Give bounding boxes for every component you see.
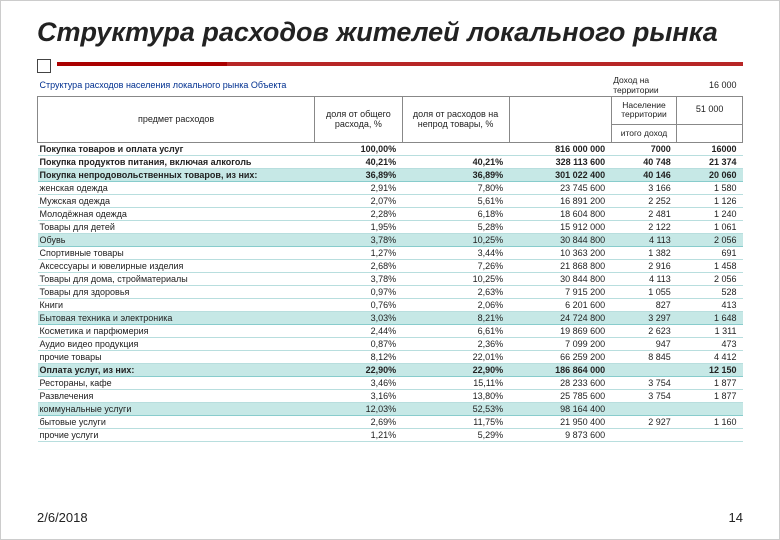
table-row: Мужская одежда2,07%5,61%16 891 2002 2521…: [38, 195, 743, 208]
income-terr-label: Доход на территории: [611, 74, 677, 97]
col-share-total: доля от общего расхода, %: [315, 97, 403, 143]
slide-footer: 2/6/2018 14: [37, 510, 743, 525]
footer-page: 14: [729, 510, 743, 525]
table-caption: Структура расходов населения локального …: [38, 74, 510, 97]
table-row: Обувь3,78%10,25%30 844 8004 1132 056: [38, 234, 743, 247]
table-row: прочие товары8,12%22,01%66 259 2008 8454…: [38, 351, 743, 364]
table-row: Спортивные товары1,27%3,44%10 363 2001 3…: [38, 247, 743, 260]
table-row: Покупка товаров и оплата услуг100,00%816…: [38, 143, 743, 156]
table-row: Покупка непродовольственных товаров, из …: [38, 169, 743, 182]
col-share-nonfood: доля от расходов на непрод товары, %: [402, 97, 509, 143]
table-row: Рестораны, кафе3,46%15,11%28 233 6003 75…: [38, 377, 743, 390]
table-row: Молодёжная одежда2,28%6,18%18 604 8002 4…: [38, 208, 743, 221]
meta-row-caption: Структура расходов населения локального …: [38, 74, 743, 97]
table-row: прочие услуги1,21%5,29%9 873 600: [38, 429, 743, 442]
table-row: Аудио видео продукция0,87%2,36%7 099 200…: [38, 338, 743, 351]
pop-terr-label: Население территории: [611, 97, 677, 125]
header-row: предмет расходов доля от общего расхода,…: [38, 97, 743, 125]
slide-title: Структура расходов жителей локального ры…: [37, 17, 743, 48]
table-row: Косметика и парфюмерия2,44%6,61%19 869 6…: [38, 325, 743, 338]
col-items: предмет расходов: [38, 97, 315, 143]
table-row: Развлечения3,16%13,80%25 785 6003 7541 8…: [38, 390, 743, 403]
table-row: бытовые услуги2,69%11,75%21 950 4002 927…: [38, 416, 743, 429]
total-income-label: итого доход: [611, 124, 677, 142]
table-row: коммунальные услуги12,03%52,53%98 164 40…: [38, 403, 743, 416]
table-row: Бытовая техника и электроника3,03%8,21%2…: [38, 312, 743, 325]
table-row: Товары для здоровья0,97%2,63%7 915 2001 …: [38, 286, 743, 299]
table-row: Аксессуары и ювелирные изделия2,68%7,26%…: [38, 260, 743, 273]
pop-terr-value: 51 000: [677, 97, 743, 125]
table-row: Покупка продуктов питания, включая алког…: [38, 156, 743, 169]
table-row: Книги0,76%2,06%6 201 600827413: [38, 299, 743, 312]
expense-table: Структура расходов населения локального …: [37, 74, 743, 442]
income-terr-value: 16 000: [677, 74, 743, 97]
footer-date: 2/6/2018: [37, 510, 88, 525]
table-row: Товары для детей1,95%5,28%15 912 0002 12…: [38, 221, 743, 234]
table-row: Оплата услуг, из них:22,90%22,90%186 864…: [38, 364, 743, 377]
table-row: женская одежда2,91%7,80%23 745 6003 1661…: [38, 182, 743, 195]
title-separator: [37, 62, 743, 68]
table-row: Товары для дома, стройматериалы3,78%10,2…: [38, 273, 743, 286]
